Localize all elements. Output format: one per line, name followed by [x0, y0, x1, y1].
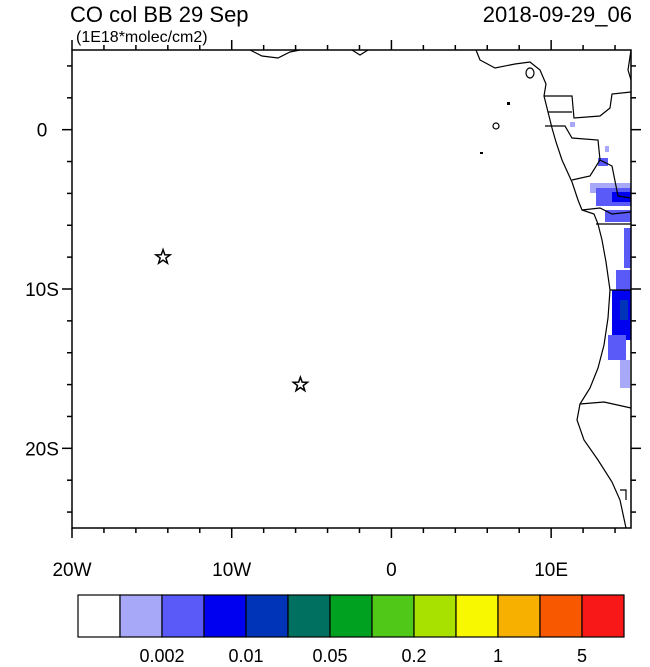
star-marker — [153, 247, 173, 266]
chart-date: 2018-09-29_06 — [483, 2, 632, 27]
colorbar-box — [497, 594, 541, 638]
border — [599, 159, 632, 199]
x-tick-label: 10W — [212, 560, 251, 581]
colorbar-box — [119, 594, 163, 638]
co-patch — [570, 122, 575, 127]
colorbar-box — [329, 594, 373, 638]
colorbar-box — [581, 594, 625, 638]
border — [581, 207, 632, 225]
y-tick-label: 20S — [25, 439, 59, 460]
coastline — [351, 49, 369, 56]
border — [545, 111, 601, 181]
colorbar-box — [245, 594, 289, 638]
coastline — [249, 49, 301, 59]
co-patch — [624, 228, 631, 268]
colorbar-label: 5 — [577, 646, 587, 666]
co-patch — [608, 335, 626, 360]
coastline — [475, 49, 627, 529]
colorbar-label: 0.01 — [228, 646, 263, 666]
island — [480, 152, 483, 154]
colorbar-box — [203, 594, 247, 638]
island — [492, 122, 500, 130]
co-patch — [620, 300, 628, 320]
colorbar-box — [77, 594, 121, 638]
colorbar-label: 1 — [493, 646, 503, 666]
colorbar-box — [371, 594, 415, 638]
x-tick-label: 10E — [534, 560, 568, 581]
y-tick-label: 10S — [25, 280, 59, 301]
border — [620, 49, 632, 500]
coastline — [249, 49, 632, 529]
y-tick-label: 0 — [37, 121, 48, 142]
map-area — [71, 49, 632, 529]
star-marker — [291, 374, 310, 393]
island — [507, 102, 510, 105]
colorbar-label: 0.05 — [312, 646, 347, 666]
chart-subtitle: (1E18*molec/cm2) — [76, 29, 208, 46]
colorbar-label: 0.002 — [139, 646, 184, 666]
map-background — [72, 50, 631, 528]
chart-title: CO col BB 29 Sep — [70, 2, 249, 27]
colorbar-box — [413, 594, 457, 638]
colorbar-box — [161, 594, 205, 638]
colorbar-box — [455, 594, 499, 638]
x-tick-label: 20W — [52, 560, 91, 581]
co-patch — [620, 360, 630, 388]
colorbar-box — [539, 594, 583, 638]
border — [544, 91, 632, 119]
colorbar-label: 0.2 — [401, 646, 426, 666]
x-tick-label: 0 — [386, 560, 397, 581]
border — [579, 289, 632, 409]
island — [525, 67, 535, 79]
co-patch — [605, 146, 609, 152]
colorbar-box — [287, 594, 331, 638]
